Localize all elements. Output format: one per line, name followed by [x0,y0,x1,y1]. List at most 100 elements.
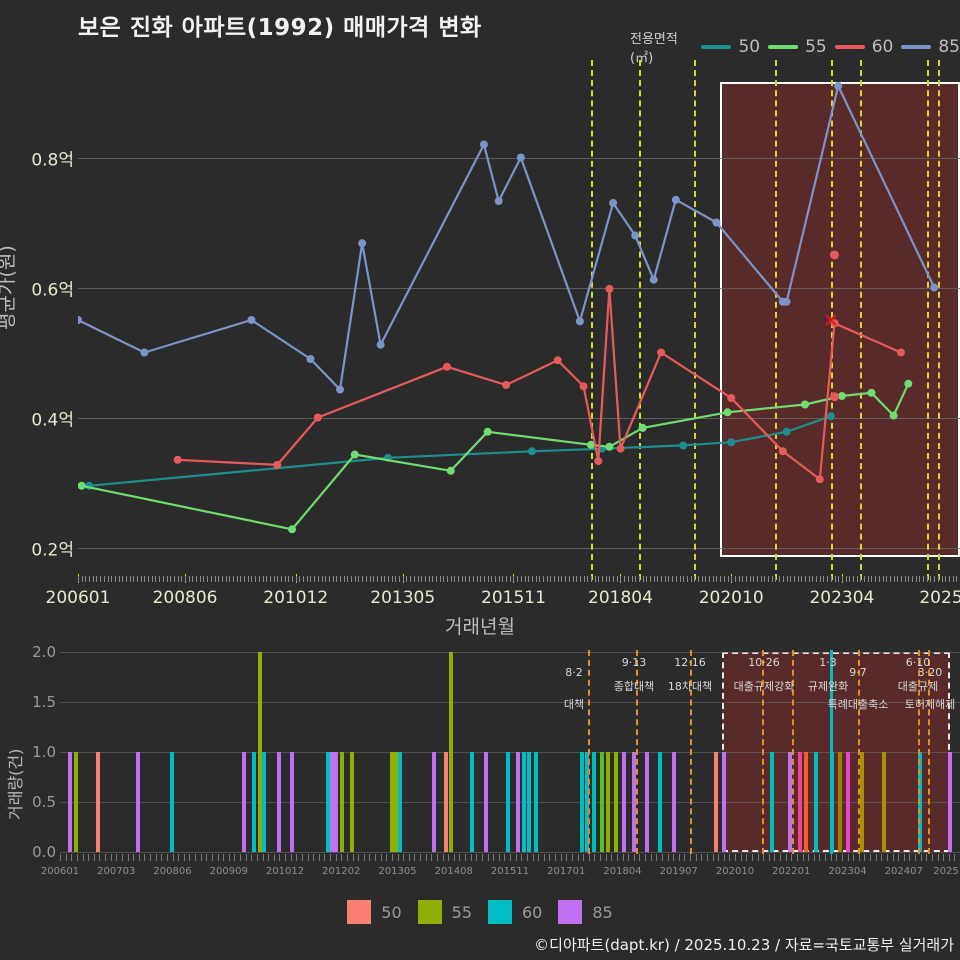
volume-bar[interactable] [516,752,520,852]
price-data-point-85[interactable] [930,283,939,292]
price-data-point-85[interactable] [140,348,149,357]
volume-bar[interactable] [788,752,792,852]
volume-bar[interactable] [614,752,618,852]
price-data-point-60[interactable] [173,455,182,464]
volume-bar[interactable] [527,752,531,852]
volume-bar[interactable] [136,752,140,852]
volume-bar[interactable] [340,752,344,852]
price-data-point-55[interactable] [801,400,810,409]
volume-bar[interactable] [606,752,610,852]
price-data-point-50[interactable] [782,427,791,436]
price-data-point-55[interactable] [889,411,898,420]
price-data-point-85[interactable] [376,340,385,349]
volume-bar[interactable] [948,752,952,852]
price-data-point-60[interactable] [815,475,824,484]
volume-bar[interactable] [722,752,726,852]
volume-bar[interactable] [672,752,676,852]
volume-bar[interactable] [394,752,398,852]
volume-bar[interactable] [600,752,604,852]
price-data-point-85[interactable] [358,239,367,248]
price-data-point-55[interactable] [288,525,297,534]
volume-bar[interactable] [506,752,510,852]
volume-bar[interactable] [398,752,402,852]
volume-bar[interactable] [714,752,718,852]
price-data-point-55[interactable] [638,423,647,432]
volume-bar[interactable] [330,752,334,852]
price-isolated-point[interactable] [830,250,840,260]
price-data-point-85[interactable] [712,218,721,227]
volume-bar[interactable] [170,752,174,852]
price-data-point-85[interactable] [247,316,256,324]
volume-bar[interactable] [622,752,626,852]
price-series-line-85[interactable] [78,84,936,391]
price-data-point-60[interactable] [605,284,614,293]
volume-bar[interactable] [592,752,596,852]
volume-bar[interactable] [258,652,262,852]
volume-bar[interactable] [918,752,922,852]
price-data-point-55[interactable] [483,427,492,436]
volume-bar[interactable] [444,752,448,852]
volume-bar[interactable] [846,752,850,852]
volume-bar[interactable] [277,752,281,852]
volume-bar[interactable] [290,752,294,852]
price-data-point-85[interactable] [609,199,618,207]
volume-bar[interactable] [470,752,474,852]
volume-bar[interactable] [882,752,886,852]
volume-bar[interactable] [522,752,526,852]
volume-bar[interactable] [645,752,649,852]
price-data-point-85[interactable] [479,140,488,149]
price-data-point-50[interactable] [527,447,536,456]
price-data-point-85[interactable] [516,153,525,162]
price-data-point-60[interactable] [502,381,511,389]
price-series-line-55[interactable] [80,382,910,531]
volume-bar[interactable] [68,752,72,852]
legend-top-item-85[interactable]: 85 [901,37,960,57]
volume-bar[interactable] [798,752,802,852]
price-data-point-85[interactable] [671,195,680,204]
volume-bar[interactable] [334,752,338,852]
legend-bottom[interactable]: 50 55 60 85 [0,900,960,924]
price-data-point-60[interactable] [727,394,736,402]
price-data-point-85[interactable] [631,231,640,240]
price-data-point-60[interactable] [443,362,452,371]
legend-top[interactable]: 전용면적(㎡) 50 55 60 85 [630,28,960,66]
price-data-point-55[interactable] [837,392,846,401]
price-data-point-55[interactable] [586,440,595,449]
price-isolated-point[interactable] [830,392,840,402]
volume-bar[interactable] [262,752,266,852]
volume-bar[interactable] [585,752,589,852]
price-data-point-50[interactable] [727,438,736,447]
price-data-point-60[interactable] [594,457,603,466]
price-data-point-60[interactable] [313,413,322,422]
volume-bar[interactable] [804,752,808,852]
legend-top-item-50[interactable]: 50 [701,37,760,57]
price-data-point-60[interactable] [778,447,787,456]
price-data-point-60[interactable] [273,460,282,469]
volume-bar[interactable] [449,652,453,852]
volume-bar[interactable] [632,752,636,852]
legend-top-item-55[interactable]: 55 [768,37,827,57]
volume-bar[interactable] [534,752,538,852]
price-data-point-60[interactable] [616,444,625,453]
legend-top-item-60[interactable]: 60 [834,37,893,57]
price-data-point-85[interactable] [306,355,315,363]
volume-bar[interactable] [838,752,842,852]
price-data-point-60[interactable] [896,348,905,357]
legend-bottom-item-85[interactable]: 85 [558,900,613,924]
volume-bar[interactable] [658,752,662,852]
volume-bar[interactable] [96,752,100,852]
price-data-point-85[interactable] [649,275,658,284]
price-data-point-60[interactable] [579,382,588,391]
price-data-point-55[interactable] [904,379,913,388]
volume-bar[interactable] [432,752,436,852]
price-marker-x[interactable] [825,314,837,326]
volume-bar[interactable] [390,752,394,852]
legend-bottom-item-50[interactable]: 50 [347,900,402,924]
price-data-point-60[interactable] [553,356,562,365]
volume-bar[interactable] [326,752,330,852]
price-data-point-55[interactable] [350,450,359,459]
price-data-point-55[interactable] [867,388,876,397]
price-data-point-85[interactable] [336,385,345,394]
price-data-point-55[interactable] [78,481,86,490]
legend-bottom-item-60[interactable]: 60 [488,900,542,924]
